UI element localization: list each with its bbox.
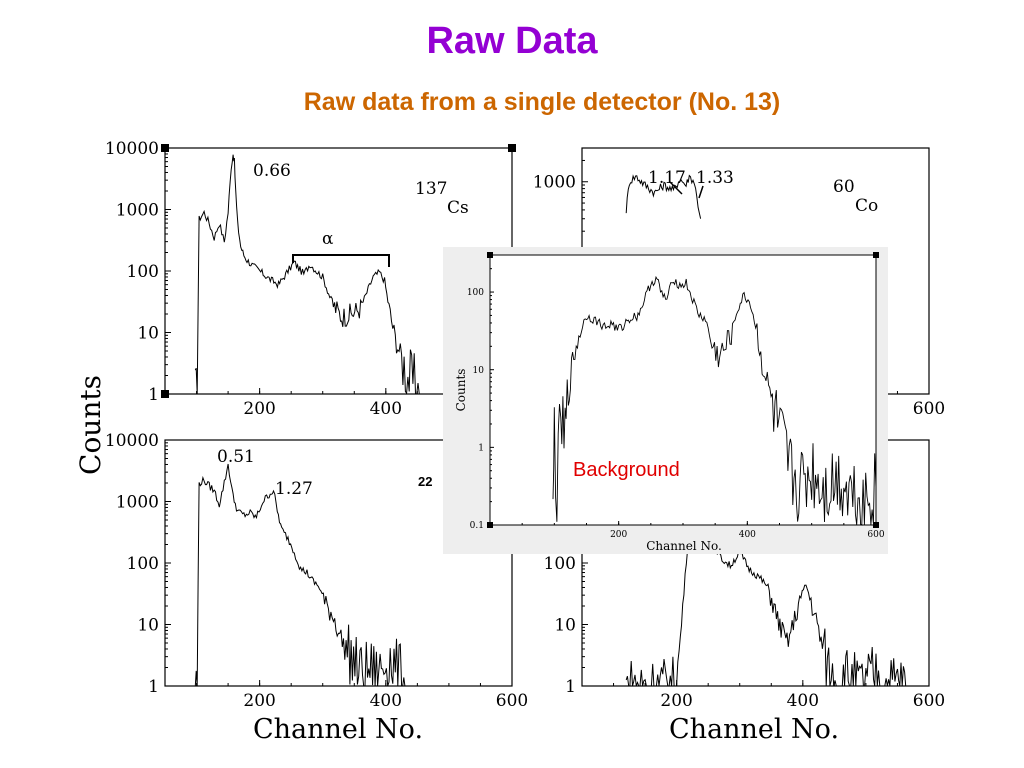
bottom-right-x-ticks: 200 400 600	[581, 680, 945, 711]
na22-panel: 200 400 600 1 10 100 1000 10000 0.51 1.27 22 Ch…	[105, 431, 528, 745]
bottom-right-x-tick-label: 600	[913, 691, 945, 711]
na22-peak-label-1-27: 1.27	[275, 479, 313, 499]
background-y-tick-label: 10	[473, 366, 485, 376]
background-y-tick-label: 1	[478, 443, 484, 453]
cs137-corner-handle	[508, 144, 516, 152]
inset-frame	[489, 254, 877, 526]
co60-x-tick-label: 600	[913, 399, 945, 419]
na22-y-tick-label: 1	[148, 677, 159, 697]
background-x-tick-label: 200	[610, 530, 627, 540]
cs137-y-tick-label: 10000	[105, 139, 159, 159]
co60-isotope-mass: 60	[833, 177, 855, 197]
cs137-peak-label-0-66: 0.66	[253, 161, 291, 181]
cs137-x-tick-label: 400	[370, 399, 402, 419]
co60-spectrum-line	[625, 174, 702, 219]
bottom-right-y-tick-label: 10	[554, 615, 576, 635]
cs137-y-tick-label: 100	[127, 262, 159, 282]
inset-ylabel: Counts	[454, 369, 468, 412]
co60-peak-label-1-17: 1.17	[648, 168, 686, 188]
na22-spectrum-line	[194, 463, 406, 687]
co60-y-tick-label: 1000	[533, 173, 576, 193]
na22-x-tick-label: 400	[370, 691, 402, 711]
background-y-tick-label: 100	[467, 288, 484, 298]
na22-isotope-mass: 22	[418, 474, 432, 489]
co60-peak-label-1-33: 1.33	[696, 168, 734, 188]
cs137-spectrum-line	[194, 154, 421, 395]
na22-y-tick-label: 1000	[116, 492, 159, 512]
cs137-isotope-symbol: Cs	[447, 198, 469, 218]
bottom-right-x-tick-label: 200	[660, 691, 692, 711]
cs137-x-tick-label: 200	[243, 399, 275, 419]
background-series-label: Background	[573, 459, 680, 481]
cs137-y-tick-label: 10	[137, 323, 159, 343]
na22-y-tick-label: 10000	[105, 431, 159, 451]
x-axis-label-left: Channel No.	[253, 714, 423, 745]
bottom-right-y-ticks: 1 10 100	[544, 442, 588, 697]
bottom-right-y-tick-label: 100	[544, 554, 576, 574]
na22-x-ticks: 200 400 600	[164, 680, 528, 711]
inset-corner-handle	[873, 252, 879, 258]
bottom-right-y-tick-label: 1	[565, 677, 576, 697]
slide-title: Raw Data	[426, 20, 598, 62]
inset-xlabel: Channel No.	[646, 539, 722, 553]
na22-x-tick-label: 600	[496, 691, 528, 711]
co60-isotope-symbol: Co	[855, 196, 878, 216]
bottom-right-x-tick-label: 400	[787, 691, 819, 711]
background-inset: 200 400 600 0.1 1 10 100 Counts Channel No. Ba…	[443, 247, 888, 554]
na22-peak-label-0-51: 0.51	[217, 447, 255, 467]
co60-peak-pointer	[669, 181, 704, 199]
cs137-y-ticks: 1 10 100 1000 10000	[105, 139, 171, 405]
cs137-alpha-label: α	[322, 229, 334, 249]
na22-y-tick-label: 100	[127, 554, 159, 574]
background-y-ticks: 0.1 1 10 100	[467, 254, 494, 531]
background-spectrum-line	[552, 275, 877, 526]
cs137-panel: 200 400 1 10 100 1000 10000 137 Cs 0.66 α	[105, 139, 516, 419]
bottom-right-spectrum-line	[625, 480, 907, 687]
cs137-y-tick-label: 1	[148, 385, 159, 405]
na22-x-tick-label: 200	[243, 691, 275, 711]
background-y-tick-label: 0.1	[470, 521, 484, 531]
cs137-alpha-bracket	[292, 254, 390, 267]
y-axis-label: Counts	[74, 375, 107, 475]
background-x-tick-label: 600	[867, 530, 884, 540]
background-x-tick-label: 400	[739, 530, 756, 540]
x-axis-label-right: Channel No.	[669, 714, 839, 745]
cs137-isotope-mass: 137	[415, 179, 447, 199]
na22-y-ticks: 1 10 100 1000 10000	[105, 431, 171, 697]
cs137-y-tick-label: 1000	[116, 200, 159, 220]
background-x-ticks: 200 400 600	[489, 521, 885, 540]
na22-y-tick-label: 10	[137, 615, 159, 635]
slide-subtitle: Raw data from a single detector (No. 13)	[303, 88, 781, 116]
